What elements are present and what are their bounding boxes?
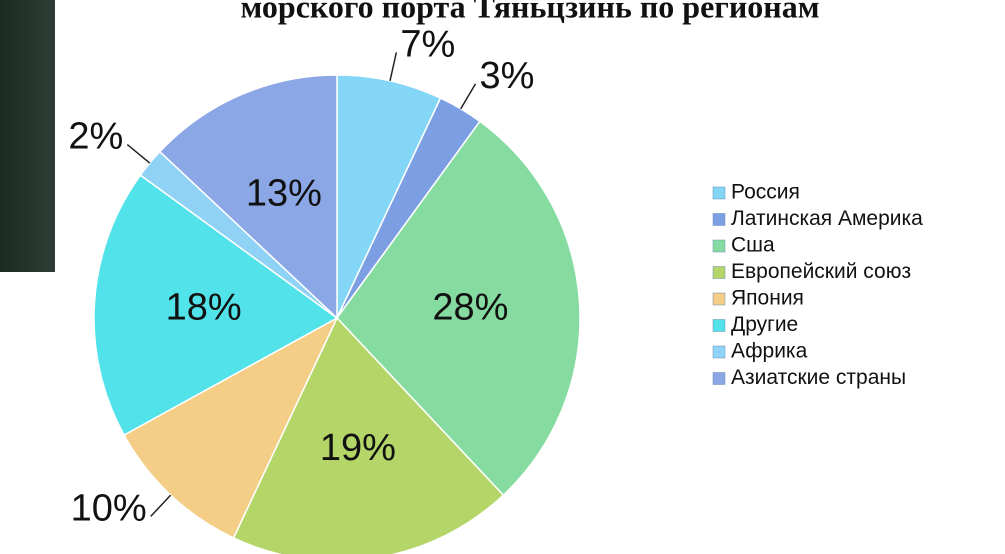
data-label: 19%: [320, 427, 396, 469]
data-label: 18%: [166, 287, 242, 329]
pie-slice: [158, 74, 338, 320]
legend-swatch: [712, 372, 726, 385]
legend-label: Азиатские страны: [731, 366, 906, 389]
legend-label: Латинская Америка: [731, 207, 923, 230]
data-label: 3%: [480, 55, 535, 97]
leader-line: [389, 52, 398, 82]
legend-swatch: [712, 266, 726, 279]
legend-swatch: [712, 239, 726, 253]
data-label: 10%: [71, 487, 147, 529]
legend-label: Япония: [731, 287, 804, 310]
legend-swatch: [712, 186, 726, 200]
leader-line: [126, 143, 151, 164]
legend-label: Россия: [731, 181, 800, 204]
data-label: 28%: [432, 287, 508, 329]
pie-slice: [93, 174, 339, 437]
background-photo: [0, 0, 55, 272]
pie-slice: [336, 74, 442, 319]
legend-swatch: [712, 345, 726, 359]
legend-label: Другие: [731, 313, 798, 336]
data-label: 7%: [400, 23, 455, 65]
legend-swatch: [712, 292, 726, 306]
legend-swatch: [712, 319, 726, 332]
leader-line: [150, 494, 172, 517]
legend-label: Европейский союз: [731, 260, 911, 283]
leader-line: [460, 83, 477, 110]
chart-title: морского порта Тяньцзинь по регионам: [241, 0, 820, 24]
data-label: 13%: [246, 172, 322, 214]
data-label: 2%: [68, 116, 123, 158]
legend-label: Африка: [731, 340, 808, 363]
pie-slice: [232, 316, 505, 554]
legend-label: Сша: [731, 234, 775, 257]
pie-slice: [336, 120, 581, 497]
legend-swatch: [712, 213, 726, 226]
